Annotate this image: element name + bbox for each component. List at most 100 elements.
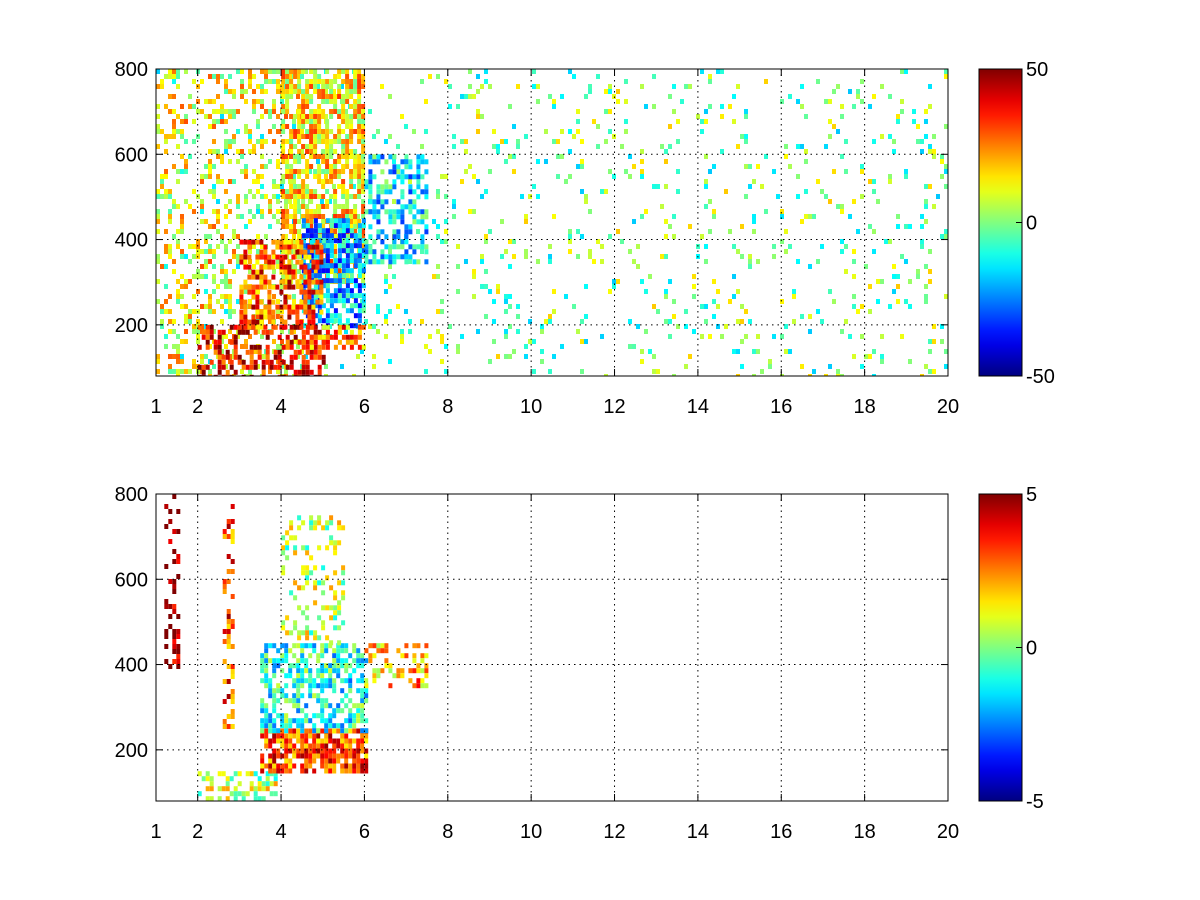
heatmap-cell [392, 239, 397, 245]
heatmap-cell [168, 254, 172, 259]
heatmap-cell [364, 179, 369, 185]
heatmap-cell [540, 329, 544, 334]
heatmap-cell [361, 218, 366, 224]
heatmap-cell [408, 184, 413, 190]
heatmap-cell [272, 194, 276, 199]
heatmap-cell [329, 164, 334, 169]
heatmap-cell [317, 545, 322, 551]
heatmap-cell [241, 374, 246, 376]
heatmap-cell [305, 223, 310, 229]
heatmap-cell [872, 179, 876, 184]
heatmap-cell [276, 184, 280, 189]
heatmap-cell [508, 354, 512, 359]
heatmap-cell [241, 364, 246, 370]
y-tick-label: 600 [115, 144, 148, 166]
heatmap-cell [251, 304, 256, 310]
heatmap-cell [345, 159, 350, 164]
heatmap-cell [279, 324, 284, 330]
heatmap-cell [368, 249, 373, 255]
heatmap-cell [230, 694, 235, 699]
heatmap-cell [361, 74, 366, 79]
heatmap-cell [228, 239, 232, 244]
heatmap-cell [164, 74, 168, 79]
heatmap-cell [337, 154, 342, 159]
heatmap-cell [408, 244, 413, 250]
heatmap-cell [312, 643, 317, 649]
heatmap-cell [172, 354, 176, 359]
heatmap-cell [329, 263, 334, 269]
heatmap-cell [276, 688, 281, 694]
heatmap-cell [608, 89, 612, 94]
heatmap-cell [640, 159, 644, 164]
heatmap-cell [325, 139, 330, 144]
heatmap-cell [248, 69, 252, 74]
heatmap-cell [524, 134, 528, 139]
heatmap-cell [349, 79, 354, 84]
heatmap-cell [264, 733, 269, 739]
heatmap-cell [208, 124, 212, 129]
heatmap-cell [828, 289, 832, 294]
heatmap-cell [360, 693, 365, 699]
heatmap-cell [267, 314, 272, 320]
heatmap-cell [303, 294, 308, 300]
heatmap-cell [896, 214, 900, 219]
heatmap-cell [325, 94, 330, 99]
heatmap-cell [333, 550, 338, 556]
heatmap-cell [276, 683, 281, 689]
heatmap-cell [337, 238, 342, 244]
heatmap-cell [292, 653, 297, 659]
heatmap-cell [297, 174, 302, 179]
heatmap-cell [337, 134, 342, 139]
heatmap-cell [220, 319, 224, 324]
heatmap-cell [160, 304, 164, 309]
heatmap-cell [305, 144, 310, 149]
heatmap-cell [317, 194, 322, 199]
heatmap-cell [293, 189, 298, 194]
heatmap-cell [337, 89, 342, 94]
heatmap-cell [341, 298, 346, 304]
heatmap-cell [289, 329, 294, 335]
heatmap-cell [226, 714, 231, 719]
heatmap-cell [800, 219, 804, 224]
heatmap-cell [285, 545, 290, 551]
heatmap-cell [740, 339, 744, 344]
heatmap-cell [596, 239, 600, 244]
heatmap-cell [888, 179, 892, 184]
heatmap-cell [243, 279, 248, 285]
heatmap-cell [205, 329, 210, 335]
heatmap-cell [676, 139, 680, 144]
heatmap-cell [324, 89, 328, 94]
heatmap-cell [245, 771, 250, 777]
heatmap-cell [345, 339, 350, 345]
heatmap-cell [196, 334, 200, 339]
heatmap-cell [325, 79, 330, 84]
heatmap-cell [324, 763, 329, 769]
heatmap-cell [361, 293, 366, 299]
heatmap-cell [784, 324, 788, 329]
heatmap-cell [176, 359, 180, 364]
heatmap-cell [341, 144, 346, 149]
heatmap-cell [281, 154, 286, 159]
heatmap-cell [172, 119, 176, 124]
heatmap-cell [224, 189, 228, 194]
heatmap-cell [337, 580, 342, 586]
heatmap-cell [313, 124, 318, 129]
heatmap-cell [281, 129, 286, 134]
heatmap-cell [412, 668, 417, 674]
heatmap-cell [312, 738, 317, 744]
heatmap-cell [249, 786, 254, 792]
heatmap-cell [196, 289, 200, 294]
heatmap-cell [301, 89, 306, 94]
colorbar-tick-label: -50 [1026, 366, 1055, 388]
heatmap-cell [312, 693, 317, 699]
heatmap-cell [568, 229, 572, 234]
heatmap-cell [248, 269, 252, 274]
heatmap-cell [333, 234, 338, 239]
heatmap-cell [416, 229, 420, 234]
heatmap-cell [317, 228, 322, 234]
heatmap-cell [664, 149, 668, 154]
heatmap-cell [472, 269, 476, 274]
heatmap-cell [336, 728, 341, 734]
heatmap-cell [316, 653, 321, 659]
heatmap-cell [388, 683, 393, 689]
